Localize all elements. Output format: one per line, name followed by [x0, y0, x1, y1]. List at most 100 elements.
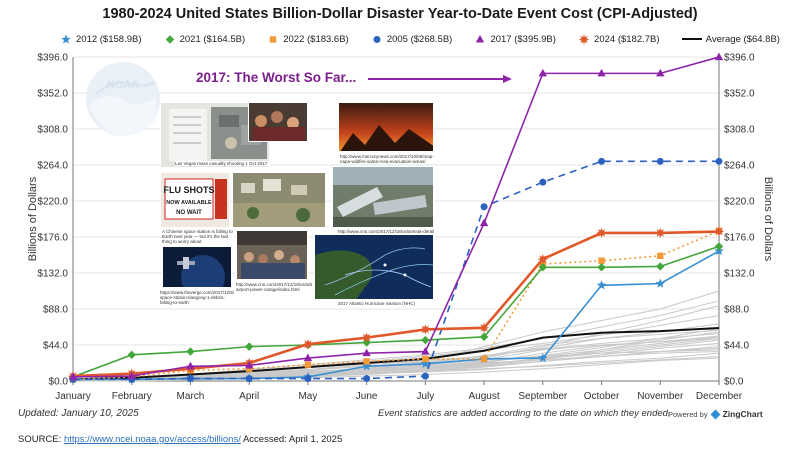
data-point: [303, 353, 313, 362]
data-point: [655, 278, 666, 288]
data-point: [302, 338, 314, 350]
data-point: [421, 347, 430, 355]
data-point: [304, 361, 312, 368]
caption-hurricane: 2017 Atlantic Hurricane Season (NHC): [338, 301, 434, 306]
powered-by-label: Powered by: [668, 409, 708, 419]
updated-note: Updated: January 10, 2025: [18, 408, 139, 419]
legend-item[interactable]: 2021 ($164.5B): [164, 32, 246, 46]
caption-space-station-headline: A Chinese space station is falling to Ea…: [162, 229, 234, 244]
zingchart-icon: [710, 409, 721, 419]
x-tick-label: August: [469, 391, 500, 402]
source-label: SOURCE:: [18, 434, 62, 445]
series-5: [68, 52, 724, 380]
powered-by[interactable]: Powered by ZingChart: [668, 409, 763, 419]
legend-star-icon: [61, 34, 71, 44]
data-point: [656, 68, 665, 77]
y-tick-label-left: $308.0: [37, 125, 68, 136]
data-point: [714, 52, 724, 61]
legend-label: 2021 ($164.5B): [179, 33, 246, 45]
data-point: [539, 178, 547, 186]
data-point: [361, 332, 372, 343]
data-point: [373, 36, 381, 43]
photo-wildfire: [338, 102, 434, 152]
data-point: [715, 157, 723, 165]
legend-item[interactable]: 2017 ($395.9B): [474, 32, 556, 46]
data-point: [422, 355, 429, 363]
data-point: [657, 252, 664, 260]
caption-space-station-url: https://www.theverge.com/2017/12/5/16800…: [160, 290, 234, 305]
x-tick-label: July: [416, 391, 434, 402]
photo-flood: [232, 172, 326, 228]
data-point: [127, 350, 136, 360]
y-tick-label-right: $132.0: [724, 269, 755, 280]
y-tick-label-left: $220.0: [37, 197, 68, 208]
data-point: [538, 353, 548, 363]
noaa-logo-text: NOAA: [107, 79, 139, 91]
source-line: SOURCE: https://www.ncei.noaa.gov/access…: [18, 434, 342, 445]
x-tick-label: January: [55, 391, 91, 402]
legend-circle-icon: [373, 36, 381, 43]
data-point: [656, 157, 664, 165]
annotation-text: 2017: The Worst So Far...: [196, 70, 357, 85]
photo-space-station: [162, 246, 232, 288]
y-tick-label-left: $352.0: [37, 89, 68, 100]
data-point: [538, 68, 548, 77]
series-line: [72, 56, 720, 378]
flu-sign-line-3: NO WAIT: [176, 210, 202, 216]
legend-burst-icon: [578, 34, 590, 45]
photo-crowd: [248, 102, 308, 142]
event-note: Event statistics are added according to …: [378, 408, 671, 419]
data-point: [479, 218, 489, 227]
y-axis-title-left: Billions of Dollars: [27, 176, 39, 261]
data-point: [421, 372, 429, 380]
x-tick-label: March: [177, 391, 205, 402]
legend-label: Average ($64.8B): [705, 33, 780, 45]
series-7: [72, 326, 720, 381]
y-tick-label-left: $176.0: [37, 233, 68, 244]
data-point: [538, 263, 548, 272]
data-point: [362, 348, 371, 357]
source-link[interactable]: https://www.ncei.noaa.gov/access/billion…: [63, 434, 241, 445]
caption-airport: http://www.cnn.com/2017/12/18/us/atlanta…: [236, 282, 312, 292]
data-point: [598, 257, 605, 264]
legend-label: 2012 ($158.9B): [76, 33, 142, 45]
data-point: [578, 34, 590, 45]
news-collage: Las Vegas mass casualty shooting 1 Oct 2…: [148, 96, 451, 312]
y-tick-label-right: $352.0: [724, 89, 755, 100]
y-tick-label-left: $132.0: [37, 269, 68, 280]
data-point: [655, 227, 666, 239]
y-tick-label-right: $0.0: [724, 377, 744, 388]
data-point: [361, 361, 372, 371]
photo-hurricane-map: [314, 234, 434, 300]
data-point: [598, 157, 606, 165]
legend-item[interactable]: 2005 ($268.5B): [371, 32, 452, 46]
legend-item[interactable]: 2022 ($183.6B): [267, 32, 349, 46]
legend-triangle-icon: [476, 35, 485, 43]
annotation-arrow-head: [503, 75, 512, 83]
data-point: [714, 242, 724, 251]
data-point: [596, 227, 607, 239]
data-point: [244, 360, 254, 369]
caption-las-vegas: Las Vegas mass casualty shooting 1 Oct 2…: [175, 161, 269, 166]
data-point: [420, 358, 431, 368]
series-6: [67, 226, 725, 382]
legend-diamond-icon: [165, 35, 174, 44]
background-series-line: [72, 331, 720, 382]
background-series-line: [72, 290, 720, 381]
x-tick-label: September: [518, 391, 568, 402]
data-point: [537, 253, 549, 265]
flu-sign-line-1: FLU SHOTS: [164, 185, 215, 195]
series-line: [73, 250, 720, 381]
legend-item[interactable]: 2012 ($158.9B): [60, 32, 142, 46]
caption-amtrak: http://www.cnn.com/2017/12/18/us/amtrak-…: [338, 229, 434, 234]
legend-item[interactable]: 2024 ($182.7B): [578, 32, 660, 46]
legend-line-icon: [681, 38, 702, 40]
data-point: [186, 347, 195, 356]
legend-label: 2022 ($183.6B): [283, 33, 349, 45]
data-point: [270, 36, 277, 43]
data-point: [656, 262, 665, 271]
x-tick-label: February: [112, 391, 152, 402]
legend-item[interactable]: Average ($64.8B): [681, 32, 780, 46]
x-tick-label: April: [239, 391, 259, 402]
y-tick-label-left: $0.0: [49, 377, 69, 388]
